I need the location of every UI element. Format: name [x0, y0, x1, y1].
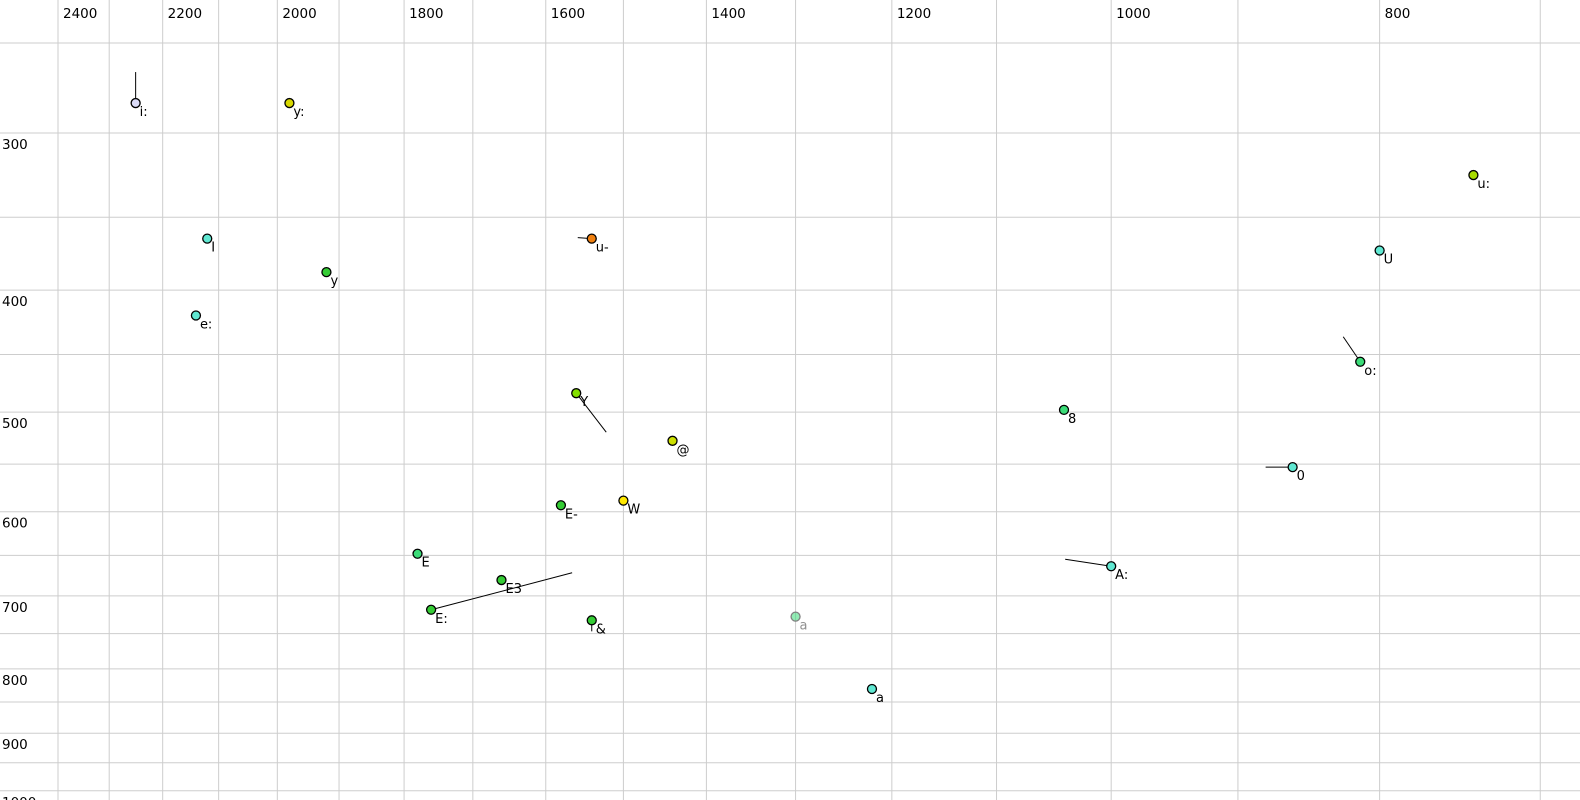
data-point-label: E — [422, 556, 430, 571]
y-axis-tick-label: 800 — [2, 673, 28, 689]
data-point[interactable] — [790, 611, 801, 622]
data-point[interactable] — [1287, 461, 1298, 473]
data-point[interactable] — [555, 500, 567, 511]
data-point-label: U — [1384, 253, 1394, 268]
data-point-label: W — [627, 503, 640, 518]
x-axis-tick-label: 1800 — [409, 6, 443, 22]
y-axis-tick-label: 500 — [2, 416, 28, 432]
data-point-label: 8 — [1068, 412, 1076, 427]
data-point-tail — [575, 392, 607, 433]
data-point-label: & — [596, 622, 606, 637]
data-point-label: A: — [1115, 568, 1128, 583]
data-point-label: a — [800, 619, 808, 634]
data-point[interactable] — [571, 388, 582, 399]
y-axis-tick-label: 1000 — [2, 795, 36, 800]
data-point[interactable] — [1374, 245, 1385, 256]
data-point-label: y — [330, 274, 338, 289]
data-point[interactable] — [866, 683, 878, 695]
data-point-label: I — [211, 241, 215, 256]
data-point[interactable] — [1468, 169, 1479, 181]
data-point-label: e: — [200, 318, 212, 333]
data-point-label: E3 — [505, 582, 521, 597]
x-axis-tick-label: 2000 — [282, 6, 316, 22]
data-point-label: u- — [596, 241, 609, 256]
x-axis-tick-label: 1400 — [711, 6, 745, 22]
data-point[interactable] — [496, 574, 507, 586]
y-axis-tick-label: 400 — [2, 294, 28, 310]
data-point-tail — [430, 572, 573, 611]
x-axis-tick-label: 800 — [1385, 6, 1411, 22]
y-axis-tick-label: 700 — [2, 600, 28, 616]
data-point[interactable] — [130, 97, 141, 109]
data-point-label: E: — [435, 612, 448, 627]
x-axis-tick-label: 1600 — [551, 6, 585, 22]
data-point[interactable] — [425, 604, 437, 615]
data-point-label: Y — [579, 395, 588, 410]
x-axis-tick-label: 2200 — [168, 6, 202, 22]
data-point-label: i: — [140, 105, 148, 120]
data-point-label: E- — [565, 507, 578, 522]
data-point[interactable] — [202, 233, 213, 244]
data-point-label: 0 — [1297, 469, 1305, 484]
data-point[interactable] — [586, 615, 597, 626]
data-point[interactable] — [1106, 561, 1117, 572]
data-point-label: @ — [677, 443, 690, 458]
data-point[interactable] — [586, 233, 597, 244]
data-point-label: o: — [1364, 364, 1376, 379]
y-axis-tick-label: 300 — [2, 137, 28, 153]
data-point[interactable] — [321, 266, 332, 278]
data-point-label: a — [876, 691, 884, 706]
data-point[interactable] — [618, 495, 629, 506]
data-point[interactable] — [1355, 356, 1366, 367]
data-point[interactable] — [667, 435, 678, 446]
x-axis-tick-label: 1000 — [1116, 6, 1150, 22]
x-axis-tick-label: 2400 — [63, 6, 97, 22]
data-point[interactable] — [284, 97, 295, 109]
y-axis-tick-label: 900 — [2, 737, 28, 753]
data-point-label: y: — [293, 105, 304, 120]
y-axis-tick-label: 600 — [2, 516, 28, 532]
data-point[interactable] — [412, 548, 423, 559]
data-point-label: u: — [1477, 177, 1490, 192]
data-point-tail — [1065, 558, 1112, 567]
x-axis-tick-label: 1200 — [897, 6, 931, 22]
data-point[interactable] — [190, 310, 202, 321]
data-point[interactable] — [1058, 404, 1070, 416]
